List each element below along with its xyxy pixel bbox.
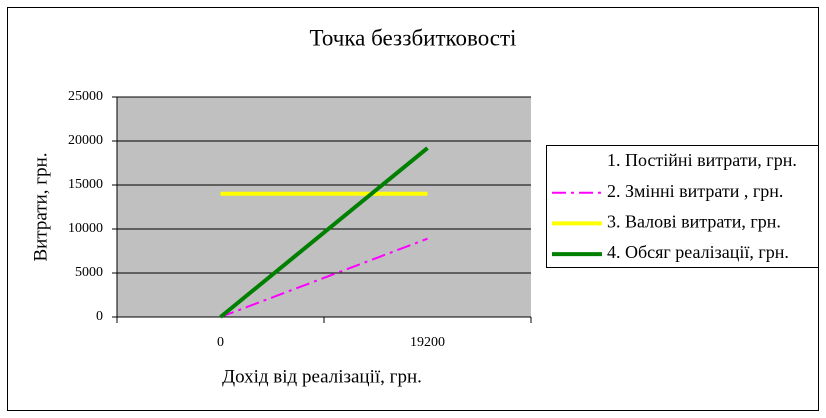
legend-label: 1. Постійні витрати, грн. xyxy=(607,150,797,170)
y-tick-label: 0 xyxy=(96,309,103,324)
legend-label: 2. Змінні витрати , грн. xyxy=(607,181,783,201)
y-tick-label: 5000 xyxy=(75,265,103,280)
series-line xyxy=(219,146,429,319)
legend xyxy=(546,145,819,268)
y-tick-label: 25000 xyxy=(68,89,103,104)
x-tick-label: 0 xyxy=(217,335,224,350)
x-tick-label: 19200 xyxy=(410,335,445,350)
series-line xyxy=(220,237,428,318)
y-axis-title: Витрати, грн. xyxy=(30,153,51,262)
x-axis-title: Дохід від реалізації, грн. xyxy=(222,366,422,387)
legend-label: 4. Обсяг реалізації, грн. xyxy=(607,242,789,262)
chart-title: Точка беззбитковості xyxy=(310,25,517,50)
y-tick-label: 20000 xyxy=(68,133,103,148)
y-tick-label: 15000 xyxy=(68,177,103,192)
plot-area xyxy=(117,97,531,317)
y-tick-label: 10000 xyxy=(68,221,103,236)
legend-label: 3. Валові витрати, грн. xyxy=(607,212,781,232)
